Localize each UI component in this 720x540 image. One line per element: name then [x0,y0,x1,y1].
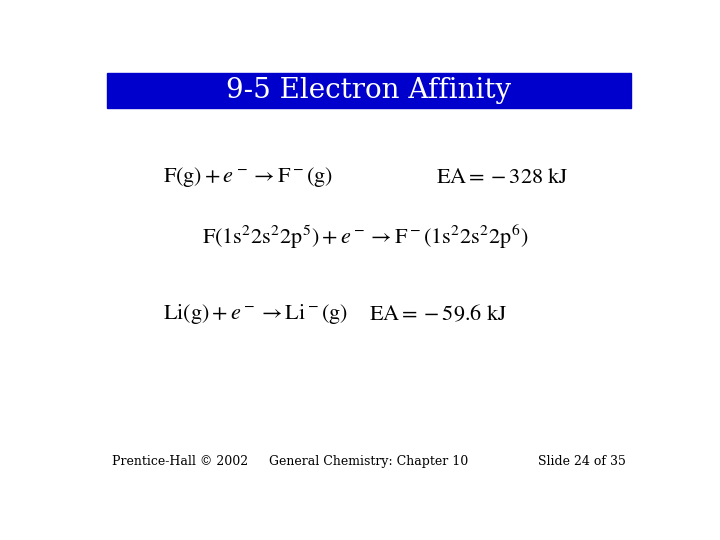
Text: $\mathrm{EA = -328\ kJ}$: $\mathrm{EA = -328\ kJ}$ [436,167,569,187]
Text: $\mathrm{F(g) + }$$e^-$$\mathrm{\rightarrow F^-(g)}$: $\mathrm{F(g) + }$$e^-$$\mathrm{\rightar… [163,165,333,189]
Text: Prentice-Hall © 2002: Prentice-Hall © 2002 [112,455,248,468]
FancyBboxPatch shape [107,73,631,109]
Text: $\mathrm{Li(g) + }$$e^-$$\mathrm{\rightarrow Li^-(g)}$: $\mathrm{Li(g) + }$$e^-$$\mathrm{\righta… [163,302,348,326]
Text: Slide 24 of 35: Slide 24 of 35 [538,455,626,468]
Text: 9-5 Electron Affinity: 9-5 Electron Affinity [226,78,512,105]
Text: $\mathrm{F(1s^22s^22p^5) + }$$e^-$$\mathrm{\rightarrow F^-(1s^22s^22p^6)}$: $\mathrm{F(1s^22s^22p^5) + }$$e^-$$\math… [202,223,528,252]
Text: $\mathrm{EA = -59.6\ kJ}$: $\mathrm{EA = -59.6\ kJ}$ [369,303,508,325]
Text: General Chemistry: Chapter 10: General Chemistry: Chapter 10 [269,455,469,468]
